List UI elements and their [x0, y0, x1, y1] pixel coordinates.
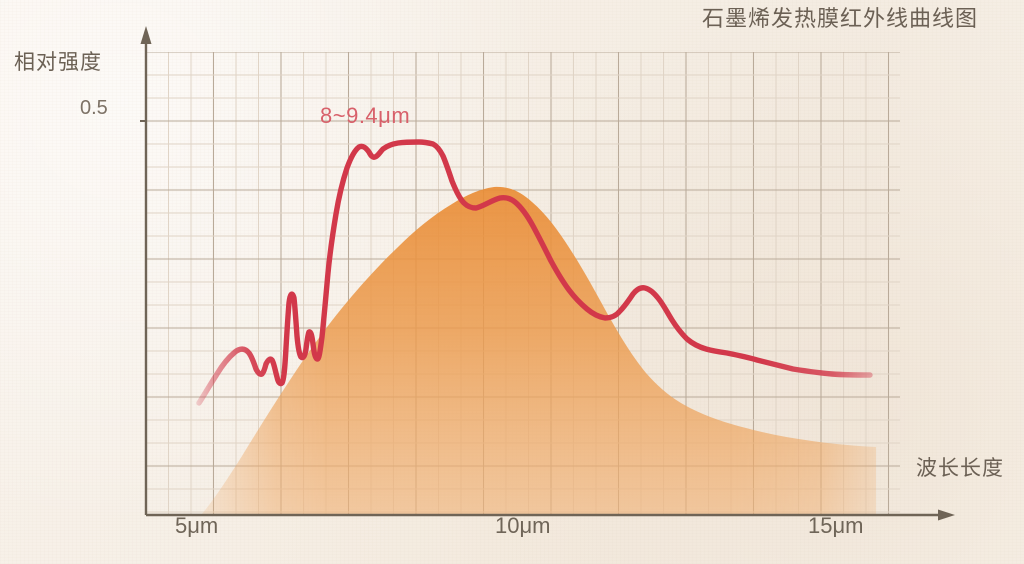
peak-band-annotation: 8~9.4μm	[320, 103, 411, 128]
y-axis-arrowhead	[140, 26, 152, 44]
x-axis-tick-label-10um: 10μm	[495, 513, 551, 538]
chart-title: 石墨烯发热膜红外线曲线图	[701, 6, 978, 31]
x-axis-tick-label-5um: 5μm	[175, 513, 219, 538]
x-axis-tick-label-15um: 15μm	[808, 513, 864, 538]
x-axis-title: 波长长度	[916, 457, 1004, 480]
y-axis-tick-label: 0.5	[80, 97, 108, 119]
x-axis-arrowhead	[938, 509, 955, 521]
y-axis-title: 相对强度	[14, 51, 102, 74]
chart-axes	[140, 26, 955, 521]
blackbody-area-fill	[201, 186, 876, 515]
infrared-emission-curve	[196, 139, 873, 406]
